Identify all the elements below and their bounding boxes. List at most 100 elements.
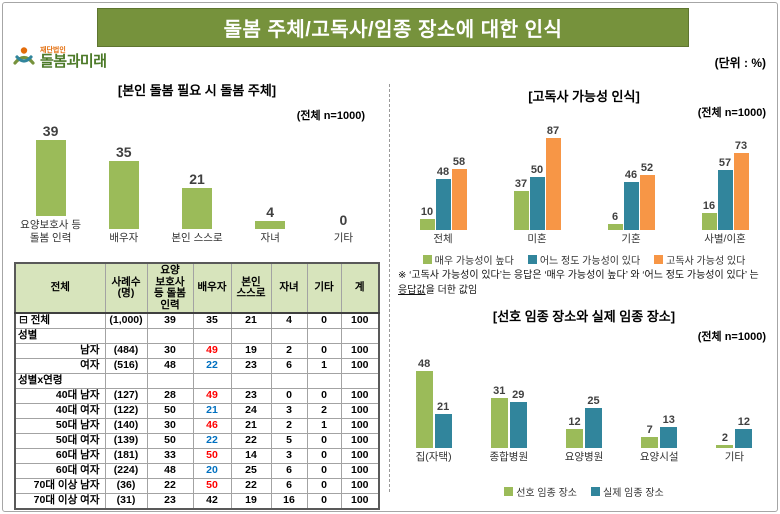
bar-wrap: 52 [639,162,655,230]
bar [607,224,623,230]
bar-group: 6 46 52 기혼 [584,130,678,246]
death-place-bar-chart: 48 21 집(자택) 31 29 종합병원 12 25 요양병원 7 13 요양시설 2 12 기타 [396,358,772,464]
bar [623,182,639,230]
table-cell: 22 [146,478,194,495]
bar-value-label: 58 [452,156,466,168]
category-label: 기혼 [621,233,641,245]
table-cell: 3 [270,403,308,420]
table-cell: 1 [306,418,342,435]
legend-item: 고독사 가능성 있다 [654,252,745,267]
bar-value-label: 37 [514,178,528,190]
bar-wrap: 50 [529,164,545,230]
row-label-cell: 여자 [14,358,106,375]
table-cell: 30 [146,343,194,360]
note-underlined-text: 응답값 [398,285,426,296]
table-cell: (122) [104,403,148,420]
bar [415,371,433,448]
bar-stack: 48 21 [415,358,452,448]
bar-value-label: 46 [624,169,638,181]
category-label: 미혼 [527,233,547,245]
bar-group: 7 13 요양시설 [622,360,697,464]
table-cell: 6 [270,358,308,375]
slide-title: 돌봄 주체/고독사/임종 장소에 대한 인식 [223,19,563,41]
category-label: 기타 [333,232,354,245]
bar [660,427,678,448]
note-text: ※ ‘고독사 가능성이 있다’는 응답은 ‘매우 가능성이 높다’ 와 ‘어느 … [398,270,759,281]
table-cell: 100 [340,403,380,420]
row-label-cell: 70대 이상 여자 [14,493,106,510]
table-cell: 19 [230,343,272,360]
table-row: 60대 여자 (224) 48 20 25 6 0 100 [14,463,380,480]
row-label-cell: 60대 남자 [14,448,106,465]
table-cell: 2 [270,343,308,360]
bar-value-label: 52 [640,162,654,174]
bar [545,138,561,230]
bar [490,398,508,448]
care-provider-table: 전체 사례수 (명) 요양 보호사 등 돌봄 인력 배우자 본인 스스로 자녀 기타 계 ⊟ … [14,262,380,511]
bar-wrap: 12 [566,416,583,448]
table-cell: (516) [104,358,148,375]
bar-group: 31 29 종합병원 [471,360,546,464]
bar-stack: 7 13 [641,360,678,448]
legend-item: 선호 임종 장소 [504,484,577,499]
bar-value-label: 48 [417,358,431,370]
row-label-cell: 40대 남자 [14,388,106,405]
bar-group: 48 21 집(자택) [396,358,471,464]
table-cell [306,373,342,390]
table-header-cell: 기타 [306,262,342,315]
table-cell [146,373,194,390]
bar [641,437,659,448]
bar-group: 10 48 58 전체 [396,130,490,246]
bar-group: 12 25 요양병원 [546,360,621,464]
table-cell: 0 [306,448,342,465]
bar-wrap: 31 [490,385,508,448]
bar-wrap: 73 [733,140,749,230]
table-row: 70대 이상 여자 (31) 23 42 19 16 0 100 [14,493,380,510]
table-row: 성별x연령 [14,373,380,390]
table-row: 성별 [14,328,380,345]
table-cell: 0 [306,478,342,495]
table-cell: 100 [340,358,380,375]
logo-icon [12,44,36,73]
legend-swatch [591,487,600,496]
bar-wrap: 7 [641,424,659,448]
bar [529,177,545,230]
legend-item: 어느 정도 가능성이 있다 [527,252,640,267]
bar-value-label: 50 [530,164,544,176]
row-label-cell: 40대 여자 [14,403,106,420]
table-cell: 100 [340,448,380,465]
table-cell: 20 [192,463,232,480]
lonely-death-chart-title: [고독사 가능성 인식] [528,89,640,104]
table-cell: 42 [192,493,232,510]
table-cell: 21 [230,312,272,330]
row-label-cell: 60대 여자 [14,463,106,480]
lonely-death-n-label: (전체 n=1000) [697,107,766,119]
table-header-cell: 사례수 (명) [104,262,148,315]
bar-group: 2 12 기타 [697,360,772,464]
lonely-death-legend: 매우 가능성이 높다 어느 정도 가능성이 있다 고독사 가능성 있다 [396,252,772,267]
table-row: 남자 (484) 30 49 19 2 0 100 [14,343,380,360]
table-cell: 49 [192,343,232,360]
lonely-death-bar-chart: 10 48 58 전체 37 50 87 미혼 6 46 52 기혼 16 57 73 사별/이혼 [396,125,772,246]
bar-stack: 37 50 87 [513,125,561,230]
table-cell [340,373,380,390]
bar-value-label: 31 [493,385,506,397]
bar-value-label: 12 [568,416,581,428]
bar [639,175,655,230]
legend-label: 매우 가능성이 높다 [434,256,514,267]
bar-value-label: 12 [737,416,751,428]
bar [566,429,583,448]
legend-swatch [504,487,514,496]
bar-value-label: 73 [734,140,748,152]
table-cell: 5 [270,433,308,450]
bar [434,414,452,448]
bar-value-label: 4 [266,204,275,221]
bar [513,191,529,230]
bar-wrap: 46 [623,169,639,230]
table-cell: 23 [146,493,194,510]
legend-swatch [422,255,432,264]
care-provider-bar-chart: 39 요양보호사 등 돌봄 인력 35 배우자 21 본인 스스로 4 자녀 0 기타 [14,123,380,245]
category-label: 전체 [433,233,453,245]
table-cell: 23 [230,358,272,375]
bar [717,170,733,230]
